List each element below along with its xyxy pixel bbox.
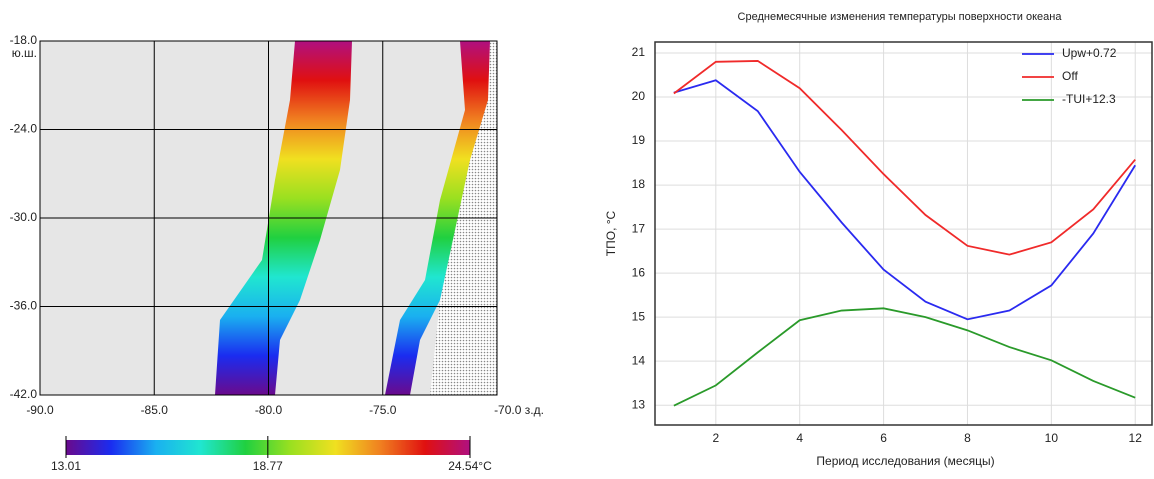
colorbar-label: 18.77 bbox=[253, 459, 283, 473]
legend-label: Upw+0.72 bbox=[1062, 46, 1117, 60]
legend-label: Off bbox=[1062, 69, 1078, 83]
series-line bbox=[673, 307, 1136, 407]
y-tick-label: -24.0 bbox=[10, 122, 38, 136]
y-tick-label: 13 bbox=[632, 397, 646, 411]
y-tick-label: 16 bbox=[632, 265, 646, 279]
x-tick-label: 4 bbox=[796, 431, 803, 445]
y-tick-label: 17 bbox=[632, 221, 646, 235]
y-tick-label: 21 bbox=[632, 45, 646, 59]
chart-title: Среднемесячные изменения температуры пов… bbox=[738, 11, 1063, 23]
y-axis-label: ТПО, °С bbox=[604, 210, 618, 256]
x-axis-label: Период исследования (месяцы) bbox=[816, 454, 994, 468]
x-tick-label: -80.0 bbox=[255, 403, 283, 417]
series-line bbox=[673, 79, 1136, 321]
x-tick-label: 10 bbox=[1045, 431, 1059, 445]
y-tick-label: 18 bbox=[632, 177, 646, 191]
x-tick-label: 6 bbox=[880, 431, 887, 445]
y-tick-label: -36.0 bbox=[10, 299, 38, 313]
plot-frame bbox=[654, 41, 1153, 426]
series-line bbox=[673, 60, 1136, 256]
x-tick-label: -90.0 bbox=[26, 403, 54, 417]
y-tick-label: -30.0 bbox=[10, 210, 38, 224]
y-tick-label: 15 bbox=[632, 309, 646, 323]
map-frame bbox=[39, 40, 498, 396]
x-tick-label: -85.0 bbox=[141, 403, 169, 417]
y-tick-label: 19 bbox=[632, 133, 646, 147]
x-tick-label: -70.0 з.д. bbox=[494, 403, 544, 417]
colorbar-label: 13.01 bbox=[51, 459, 81, 473]
y-tick-label: -42.0 bbox=[10, 387, 38, 401]
y-tick-label: -18.0 bbox=[10, 33, 38, 47]
x-tick-label: 12 bbox=[1129, 431, 1143, 445]
y-tick-label: 20 bbox=[632, 89, 646, 103]
legend-label: -TUI+12.3 bbox=[1062, 92, 1116, 106]
y-unit: ю.ш. bbox=[12, 46, 37, 60]
colorbar-label: 24.54°C bbox=[448, 459, 492, 473]
y-tick-label: 14 bbox=[632, 353, 646, 367]
x-tick-label: -75.0 bbox=[369, 403, 397, 417]
x-tick-label: 2 bbox=[712, 431, 719, 445]
x-tick-label: 8 bbox=[964, 431, 971, 445]
